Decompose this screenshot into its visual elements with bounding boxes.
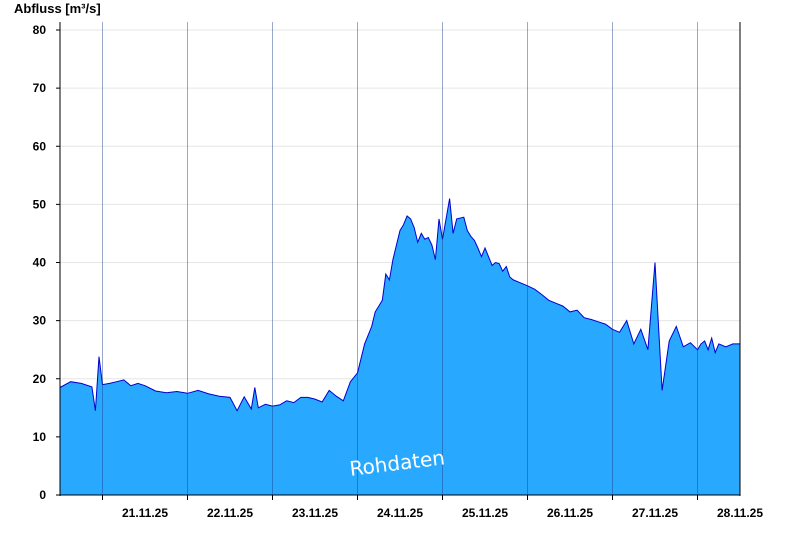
y-tick-label: 40 — [33, 256, 47, 270]
y-tick-label: 10 — [33, 430, 47, 444]
y-tick-label: 0 — [39, 488, 46, 502]
y-axis-label: Abfluss [m³/s] — [14, 1, 101, 16]
plot-area — [59, 198, 740, 495]
x-tick-label: 26.11.25 — [547, 506, 593, 520]
y-ticks: 0 10 20 30 40 50 60 70 80 — [33, 23, 60, 502]
y-tick-label: 30 — [33, 314, 47, 328]
x-tick-label: 27.11.25 — [632, 506, 678, 520]
x-ticks: 21.11.25 22.11.25 23.11.25 24.11.25 25.11.25… — [102, 495, 763, 520]
y-tick-label: 60 — [33, 139, 47, 153]
discharge-area — [60, 198, 740, 495]
x-tick-label: 28.11.25 — [717, 506, 763, 520]
y-tick-label: 50 — [33, 197, 47, 211]
x-tick-label: 23.11.25 — [292, 506, 338, 520]
y-tick-label: 20 — [33, 372, 47, 386]
x-tick-label: 21.11.25 — [122, 506, 168, 520]
x-tick-label: 24.11.25 — [377, 506, 423, 520]
day-separator-lines — [102, 22, 698, 495]
x-tick-label: 25.11.25 — [462, 506, 508, 520]
discharge-line — [59, 198, 740, 412]
y-tick-label: 70 — [33, 81, 47, 95]
y-tick-label: 80 — [33, 23, 47, 37]
axes — [59, 22, 741, 496]
x-tick-label: 22.11.25 — [207, 506, 253, 520]
